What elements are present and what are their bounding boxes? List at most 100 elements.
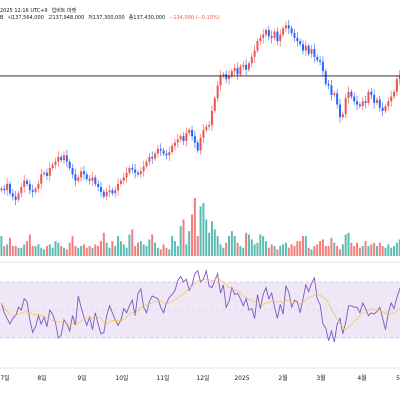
- volume-bar: [216, 236, 219, 256]
- candle-body: [259, 37, 262, 42]
- volume-bar: [347, 232, 350, 256]
- volume-bar: [40, 247, 43, 256]
- volume-bar: [74, 246, 77, 256]
- candle-body: [296, 37, 299, 42]
- candle-body: [179, 136, 182, 140]
- candle-body: [222, 74, 225, 76]
- volume-bar: [151, 234, 154, 256]
- candle-body: [316, 56, 319, 61]
- volume-bar: [313, 246, 316, 256]
- candle-body: [265, 29, 268, 35]
- volume-bar: [45, 246, 48, 256]
- volume-bar: [3, 246, 6, 256]
- candle-body: [395, 79, 398, 92]
- candle-body: [208, 125, 211, 127]
- volume-bar: [102, 232, 105, 256]
- volume-bar: [293, 246, 296, 256]
- candle-body: [114, 190, 117, 194]
- candle-body: [313, 48, 316, 57]
- volume-bar: [333, 242, 336, 256]
- candle-body: [193, 136, 196, 143]
- close-text: 종137,430,000: [128, 15, 166, 21]
- volume-bar: [165, 247, 168, 256]
- volume-bar: [37, 244, 40, 256]
- volume-bar: [344, 234, 347, 256]
- candle-body: [253, 50, 256, 57]
- market-text: 업비트 마켓: [51, 8, 77, 14]
- candle-body: [205, 126, 208, 130]
- candle-body: [245, 64, 248, 70]
- candle-body: [330, 85, 333, 95]
- volume-bar: [105, 242, 108, 256]
- candle-body: [100, 187, 102, 192]
- candle-body: [8, 183, 11, 194]
- candle-body: [151, 156, 154, 159]
- candle-body: [37, 183, 40, 189]
- volume-bar: [381, 246, 384, 256]
- x-axis-label: 4월: [357, 374, 366, 382]
- volume-bar: [375, 246, 378, 256]
- volume-bar: [196, 236, 199, 256]
- candle-body: [256, 41, 259, 51]
- volume-bar: [253, 244, 256, 256]
- volume-bar: [350, 242, 353, 256]
- candle-body: [304, 45, 307, 51]
- marker-text: B: [0, 15, 4, 21]
- volume-bar: [307, 247, 310, 256]
- volume-bar: [193, 198, 196, 256]
- candle-body: [202, 129, 205, 138]
- volume-bar: [182, 219, 185, 256]
- volume-bar: [20, 247, 23, 256]
- ohlc-values: B 시137,564,000 고137,948,000 저137,300,000…: [0, 15, 220, 21]
- candle-body: [262, 34, 265, 38]
- candle-body: [28, 183, 31, 191]
- candle-body: [173, 142, 176, 146]
- volume-bar: [14, 246, 17, 256]
- volume-bar: [54, 241, 57, 256]
- volume-bar: [259, 234, 262, 256]
- date-text: 2025 12:16 UTC+9: [0, 8, 48, 14]
- volume-bar: [239, 246, 242, 256]
- volume-bar: [119, 241, 122, 256]
- candle-body: [242, 64, 245, 67]
- candle-body: [31, 190, 34, 192]
- candle-body: [11, 193, 14, 197]
- x-axis-label: 11일: [156, 374, 169, 382]
- candle-body: [378, 99, 381, 108]
- candle-body: [273, 31, 276, 38]
- volume-bar: [171, 236, 174, 256]
- candle-body: [358, 104, 361, 107]
- candle-body: [142, 166, 145, 172]
- candle-body: [131, 167, 134, 170]
- volume-bar: [319, 241, 322, 256]
- candle-body: [375, 99, 378, 103]
- volume-bar: [168, 249, 171, 256]
- volume-bar: [324, 246, 327, 256]
- candle-body: [168, 152, 171, 156]
- volume-bar: [48, 244, 51, 256]
- volume-bar: [327, 246, 330, 256]
- candle-body: [74, 174, 77, 181]
- candle-body: [225, 74, 228, 80]
- candle-body: [65, 155, 68, 162]
- rsi-line: [0, 269, 400, 343]
- volume-bar: [26, 241, 29, 256]
- x-axis-label: 8일: [37, 374, 46, 382]
- candle-body: [216, 85, 219, 99]
- volume-bar: [310, 249, 313, 256]
- candle-body: [51, 164, 54, 168]
- volume-bar: [188, 231, 191, 256]
- volume-bar: [117, 236, 120, 256]
- candle-body: [48, 167, 51, 176]
- candle-body: [361, 101, 364, 107]
- volume-bar: [34, 246, 37, 256]
- candle-body: [0, 188, 3, 191]
- candle-body: [156, 148, 159, 154]
- volume-bar: [91, 247, 94, 256]
- candle-body: [239, 66, 242, 75]
- x-axis-label: 12일: [196, 374, 209, 382]
- candle-body: [307, 45, 310, 54]
- volume-bar: [228, 236, 231, 256]
